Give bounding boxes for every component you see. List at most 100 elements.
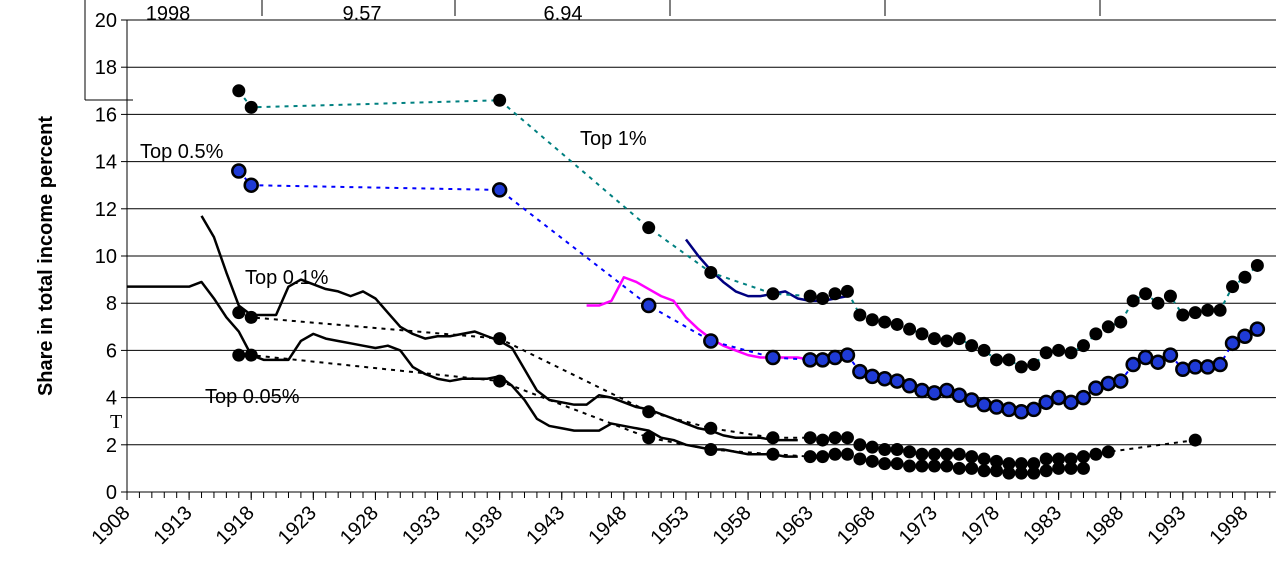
annotation: Top 0.5%: [140, 141, 224, 163]
header-cell: 9.57: [343, 3, 382, 25]
data-point: [1039, 464, 1053, 478]
data-point: [988, 399, 1005, 415]
data-point: [977, 343, 991, 357]
data-point: [1213, 303, 1227, 317]
data-point: [493, 93, 507, 107]
data-point: [840, 431, 854, 445]
data-point: [840, 447, 854, 461]
data-point: [1139, 287, 1153, 301]
data-point: [828, 447, 842, 461]
data-point: [231, 163, 247, 179]
x-tick-label: 1928: [336, 502, 383, 549]
data-point: [244, 310, 258, 324]
data-point: [1002, 457, 1016, 471]
minor-ticks: [126, 492, 1271, 498]
data-point: [642, 405, 656, 419]
data-point: [853, 308, 867, 322]
x-tick-label: 1948: [584, 502, 631, 549]
data-point: [853, 438, 867, 452]
data-point: [940, 334, 954, 348]
dashed-line: [238, 311, 1196, 465]
data-point: [915, 327, 929, 341]
data-point: [803, 289, 817, 303]
data-point: [1076, 461, 1090, 475]
data-point: [1125, 356, 1141, 373]
data-point: [1064, 461, 1078, 475]
data-point: [865, 313, 879, 327]
data-point: [940, 459, 954, 473]
data-point: [1001, 401, 1017, 418]
x-tick-label: 1958: [709, 502, 756, 549]
y-axis-label: Share in total income percent: [35, 116, 57, 396]
data-point: [816, 450, 830, 464]
data-point: [915, 459, 929, 473]
data-point: [1224, 335, 1241, 352]
data-point: [1212, 356, 1228, 373]
data-point: [1201, 303, 1215, 317]
data-point: [816, 433, 830, 447]
data-point: [766, 287, 780, 301]
data-point: [903, 322, 917, 336]
data-point: [965, 461, 979, 475]
data-point: [963, 392, 980, 408]
x-tick-label: 1943: [522, 502, 569, 549]
y-tick-label: 8: [106, 293, 117, 315]
data-point: [704, 266, 718, 280]
data-point: [976, 396, 992, 413]
data-point: [703, 333, 719, 349]
data-point: [827, 349, 843, 366]
data-point: [816, 291, 830, 305]
data-point: [1237, 328, 1253, 344]
data-point: [1052, 452, 1066, 466]
data-point: [865, 440, 879, 454]
data-point: [243, 177, 259, 193]
y-tick-label: 2: [106, 435, 117, 457]
annotation: Top 1%: [580, 128, 647, 150]
data-point: [1052, 343, 1066, 357]
y-tick-label: 0: [106, 482, 117, 504]
data-point: [802, 352, 818, 368]
data-point: [839, 347, 856, 363]
data-point: [642, 221, 656, 235]
data-point: [704, 421, 718, 435]
x-tick-label: 1973: [895, 502, 942, 549]
data-point: [1076, 339, 1090, 353]
data-point: [1002, 466, 1016, 480]
x-tick-label: 1933: [398, 502, 445, 549]
data-point: [1163, 289, 1177, 303]
x-tick-label: 1923: [274, 502, 321, 549]
data-point: [990, 464, 1004, 478]
data-point: [1052, 461, 1066, 475]
x-tick-label: 1963: [771, 502, 818, 549]
data-point: [1112, 373, 1129, 389]
data-point: [1150, 354, 1166, 370]
series-line: [127, 280, 798, 458]
plot: [127, 84, 1266, 480]
data-point: [977, 452, 991, 466]
annotation: Top 0.1%: [245, 267, 329, 289]
data-point: [952, 461, 966, 475]
data-point: [890, 317, 904, 331]
data-point: [1076, 450, 1090, 464]
x-tick-label: 1918: [212, 502, 259, 549]
data-point: [1100, 375, 1117, 392]
header-cell: 6.94: [544, 3, 583, 25]
data-point: [1027, 466, 1041, 480]
y-tick-label: 6: [106, 340, 117, 362]
data-point: [1038, 394, 1054, 411]
data-point: [915, 447, 929, 461]
data-point: [990, 353, 1004, 367]
x-tick-label: 1998: [1205, 502, 1252, 549]
data-point: [865, 454, 879, 468]
data-point: [1114, 315, 1128, 329]
data-point: [640, 297, 657, 314]
y-tick-label: 12: [95, 199, 117, 221]
data-point: [901, 378, 918, 394]
data-point: [1250, 258, 1264, 272]
data-point: [927, 447, 941, 461]
data-point: [914, 382, 930, 399]
data-point: [232, 306, 246, 320]
data-point: [951, 387, 967, 403]
